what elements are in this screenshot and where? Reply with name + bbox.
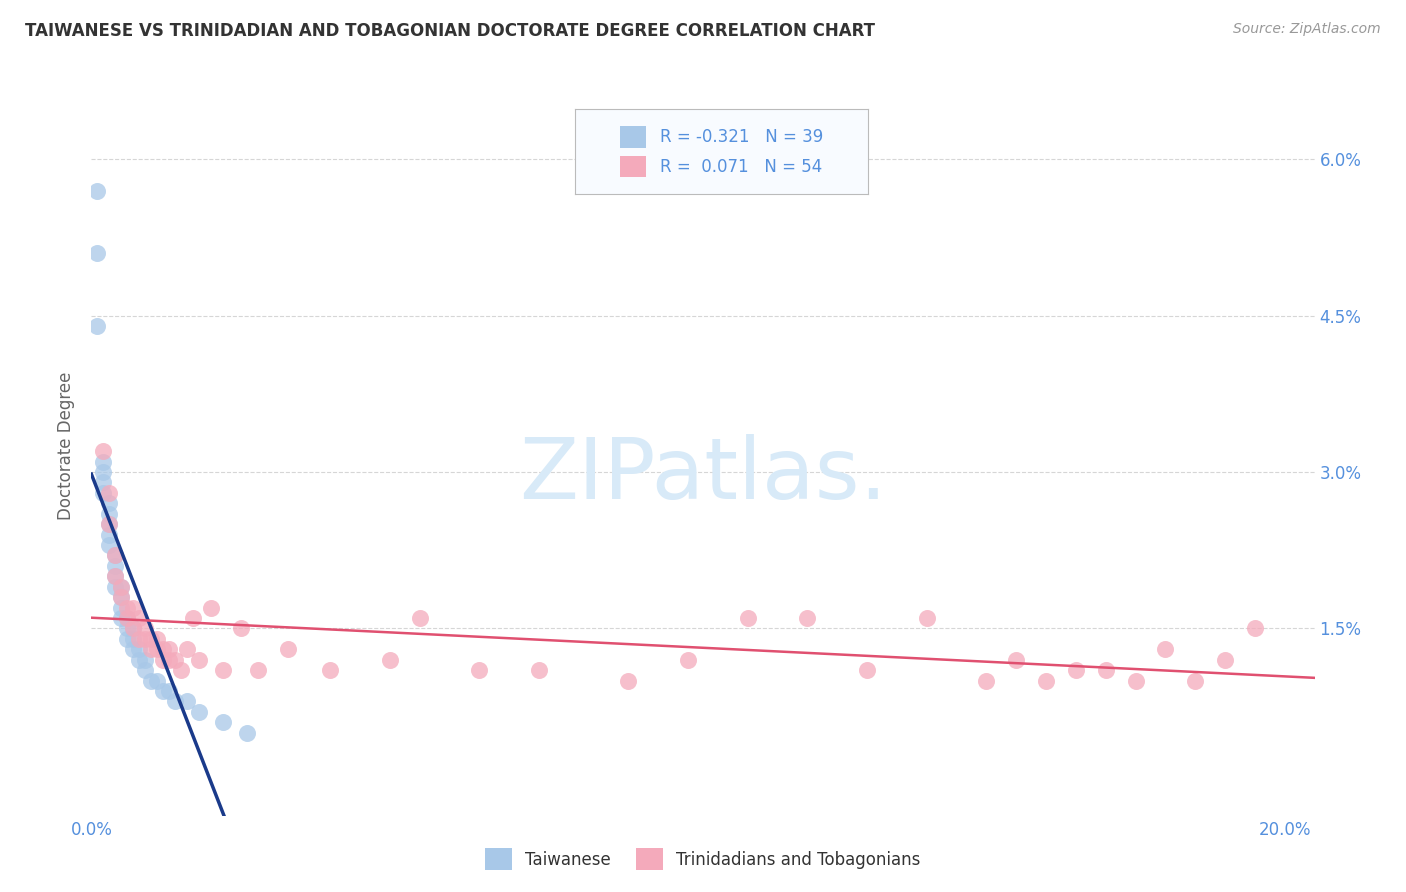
Point <box>152 684 174 698</box>
Point <box>1094 663 1116 677</box>
Point <box>128 653 150 667</box>
Point <box>527 663 550 677</box>
Point <box>104 569 127 583</box>
Y-axis label: Doctorate Degree: Doctorate Degree <box>58 372 76 520</box>
Point <box>1184 673 1206 688</box>
Point <box>468 663 491 677</box>
Point <box>110 611 132 625</box>
Point <box>247 663 270 677</box>
Point <box>1154 642 1177 657</box>
Point <box>104 558 127 573</box>
Point <box>617 673 640 688</box>
Point <box>104 549 127 563</box>
Point <box>1244 622 1267 636</box>
Legend: Taiwanese, Trinidadians and Tobagonians: Taiwanese, Trinidadians and Tobagonians <box>479 842 927 877</box>
Point <box>1064 663 1087 677</box>
Point <box>122 642 145 657</box>
Point <box>1125 673 1147 688</box>
Point <box>128 611 150 625</box>
Point <box>1213 653 1236 667</box>
Point <box>157 684 180 698</box>
Point <box>176 694 198 708</box>
Point <box>139 673 162 688</box>
Point <box>157 642 180 657</box>
Point <box>98 486 121 500</box>
Point <box>229 622 252 636</box>
Point <box>122 622 145 636</box>
Point <box>91 486 114 500</box>
Point <box>98 538 121 552</box>
Point <box>796 611 818 625</box>
Point <box>122 632 145 646</box>
Point <box>115 611 138 625</box>
Point <box>152 642 174 657</box>
Point <box>98 527 121 541</box>
Point <box>163 653 186 667</box>
Point <box>128 642 150 657</box>
Point <box>146 673 169 688</box>
Point <box>737 611 759 625</box>
Point <box>211 663 233 677</box>
Point <box>277 642 299 657</box>
Point <box>200 600 222 615</box>
Point <box>134 622 156 636</box>
Text: ZIPatlas.: ZIPatlas. <box>519 434 887 517</box>
Point <box>86 246 108 260</box>
Point <box>110 591 132 605</box>
Point <box>98 517 121 532</box>
Point <box>91 455 114 469</box>
Point <box>378 653 401 667</box>
Point <box>104 549 127 563</box>
Point <box>1005 653 1028 667</box>
Point <box>122 600 145 615</box>
Point <box>98 507 121 521</box>
Point <box>91 465 114 479</box>
Point <box>676 653 699 667</box>
Text: Source: ZipAtlas.com: Source: ZipAtlas.com <box>1233 22 1381 37</box>
Point <box>915 611 938 625</box>
Point <box>319 663 342 677</box>
Point <box>122 622 145 636</box>
Point <box>110 600 132 615</box>
Point <box>134 663 156 677</box>
Point <box>856 663 879 677</box>
Point <box>86 319 108 334</box>
Point <box>1035 673 1057 688</box>
Point <box>976 673 998 688</box>
Point <box>134 632 156 646</box>
Point <box>176 642 198 657</box>
Point <box>181 611 204 625</box>
Point <box>139 642 162 657</box>
Point <box>152 653 174 667</box>
Point <box>128 632 150 646</box>
Point <box>91 444 114 458</box>
Point <box>163 694 186 708</box>
Point <box>134 653 156 667</box>
Point <box>146 632 169 646</box>
Point <box>115 611 138 625</box>
Point <box>110 580 132 594</box>
Point <box>98 496 121 510</box>
Point <box>187 705 209 719</box>
Point <box>187 653 209 667</box>
Point <box>110 580 132 594</box>
Point <box>115 600 138 615</box>
Point <box>235 725 257 739</box>
Point <box>115 622 138 636</box>
Point <box>86 184 108 198</box>
Point <box>139 632 162 646</box>
Point <box>408 611 430 625</box>
Point <box>115 632 138 646</box>
Point <box>98 517 121 532</box>
Point <box>91 475 114 490</box>
Point <box>211 715 233 730</box>
Point <box>157 653 180 667</box>
Point <box>110 591 132 605</box>
Point <box>104 569 127 583</box>
Text: TAIWANESE VS TRINIDADIAN AND TOBAGONIAN DOCTORATE DEGREE CORRELATION CHART: TAIWANESE VS TRINIDADIAN AND TOBAGONIAN … <box>25 22 876 40</box>
Point <box>146 642 169 657</box>
Point <box>104 580 127 594</box>
Point <box>170 663 193 677</box>
